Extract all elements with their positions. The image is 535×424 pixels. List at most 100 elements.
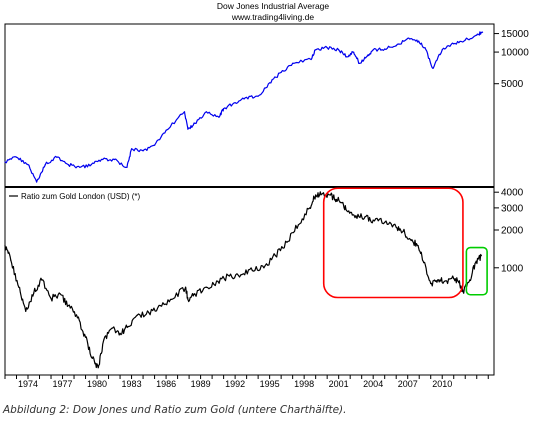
chart-title: Dow Jones Industrial Average	[217, 1, 330, 11]
data-point	[330, 194, 332, 196]
data-point	[297, 224, 299, 226]
data-point	[423, 262, 425, 264]
data-point	[76, 317, 79, 319]
y-tick-label: 2000	[501, 225, 524, 236]
x-tick-label: 1974	[18, 379, 38, 389]
data-point	[90, 164, 92, 166]
ratio-series	[4, 191, 482, 369]
data-point	[464, 39, 466, 41]
data-point	[416, 39, 418, 41]
data-point	[338, 49, 340, 51]
data-point	[395, 45, 397, 47]
data-point	[15, 156, 18, 158]
data-point	[372, 219, 374, 221]
data-point	[159, 305, 161, 307]
data-point	[234, 102, 236, 104]
data-point	[364, 216, 366, 218]
x-axis: 1974 1977 1980 1983 1986 1989 1992 1995 1998 2001…	[4, 375, 489, 389]
data-point	[402, 230, 404, 232]
data-point	[27, 164, 29, 166]
upper-panel-frame	[4, 23, 495, 188]
data-point	[205, 111, 207, 113]
annotation-box-green	[465, 246, 488, 296]
data-point	[4, 245, 6, 247]
data-point	[263, 267, 265, 269]
y-tick-label: 1000	[501, 263, 524, 274]
x-tick-label: 2001	[329, 379, 349, 389]
data-point	[97, 367, 99, 369]
data-point	[280, 71, 282, 73]
x-tick-label: 1998	[294, 379, 314, 389]
x-tick-label: 1980	[87, 379, 107, 389]
data-point	[165, 129, 167, 131]
x-tick-label: 2007	[398, 379, 418, 389]
series-line	[4, 191, 482, 369]
dow-jones-series	[4, 31, 484, 183]
data-point	[480, 255, 482, 257]
series-line	[4, 31, 483, 183]
data-point	[194, 293, 196, 295]
y-tick-label: 5000	[501, 79, 524, 90]
ratio-y-axis: 1000 2000 3000 4000	[494, 188, 524, 274]
data-point	[430, 282, 432, 285]
dow-jones-y-axis: 5000 10000 15000	[494, 29, 529, 90]
data-point	[185, 286, 187, 288]
data-point	[33, 292, 35, 294]
data-point	[384, 221, 386, 223]
x-tick-label: 1995	[260, 379, 280, 389]
data-point	[358, 62, 360, 64]
data-point	[286, 241, 288, 243]
data-point	[453, 278, 455, 280]
y-tick-label: 4000	[501, 188, 524, 199]
data-point	[171, 298, 173, 300]
data-point	[366, 55, 368, 57]
data-point	[457, 280, 459, 282]
y-tick-label: 3000	[501, 203, 524, 214]
annotation-box-red	[322, 187, 464, 299]
data-point	[187, 128, 189, 130]
data-point	[111, 327, 113, 329]
data-point	[10, 259, 12, 261]
data-point	[355, 215, 357, 217]
data-point	[36, 181, 38, 183]
data-point	[251, 270, 253, 272]
data-point	[341, 202, 343, 204]
data-point	[353, 51, 355, 53]
data-point	[217, 280, 219, 282]
data-point	[59, 293, 61, 295]
figure-caption: Abbildung 2: Dow Jones und Ratio zum Gol…	[3, 404, 347, 416]
data-point	[469, 279, 471, 281]
data-point	[437, 279, 439, 281]
data-point	[91, 357, 93, 359]
lower-panel-frame	[4, 186, 495, 376]
data-point	[142, 150, 144, 152]
data-point	[481, 31, 484, 33]
y-tick-label: 10000	[501, 48, 529, 59]
data-point	[246, 96, 248, 98]
data-point	[322, 193, 324, 195]
data-point	[292, 62, 294, 64]
data-point	[228, 275, 230, 277]
data-point	[4, 161, 6, 163]
data-point	[475, 262, 477, 264]
data-point	[407, 37, 409, 40]
data-point	[335, 198, 337, 201]
data-point	[326, 47, 328, 49]
data-point	[67, 305, 69, 307]
data-point	[346, 56, 348, 58]
data-point	[315, 194, 317, 196]
x-tick-label: 1977	[53, 379, 73, 389]
data-point	[257, 95, 259, 97]
data-point	[102, 158, 104, 161]
data-point	[25, 310, 27, 312]
x-tick-label: 1989	[191, 379, 211, 389]
data-point	[18, 286, 20, 288]
data-point	[410, 239, 412, 242]
data-point	[56, 156, 58, 158]
data-point	[310, 58, 312, 61]
data-point	[127, 326, 129, 328]
data-point	[274, 255, 276, 257]
chart-subtitle: www.trading4living.de	[231, 12, 314, 22]
data-point	[432, 67, 434, 69]
